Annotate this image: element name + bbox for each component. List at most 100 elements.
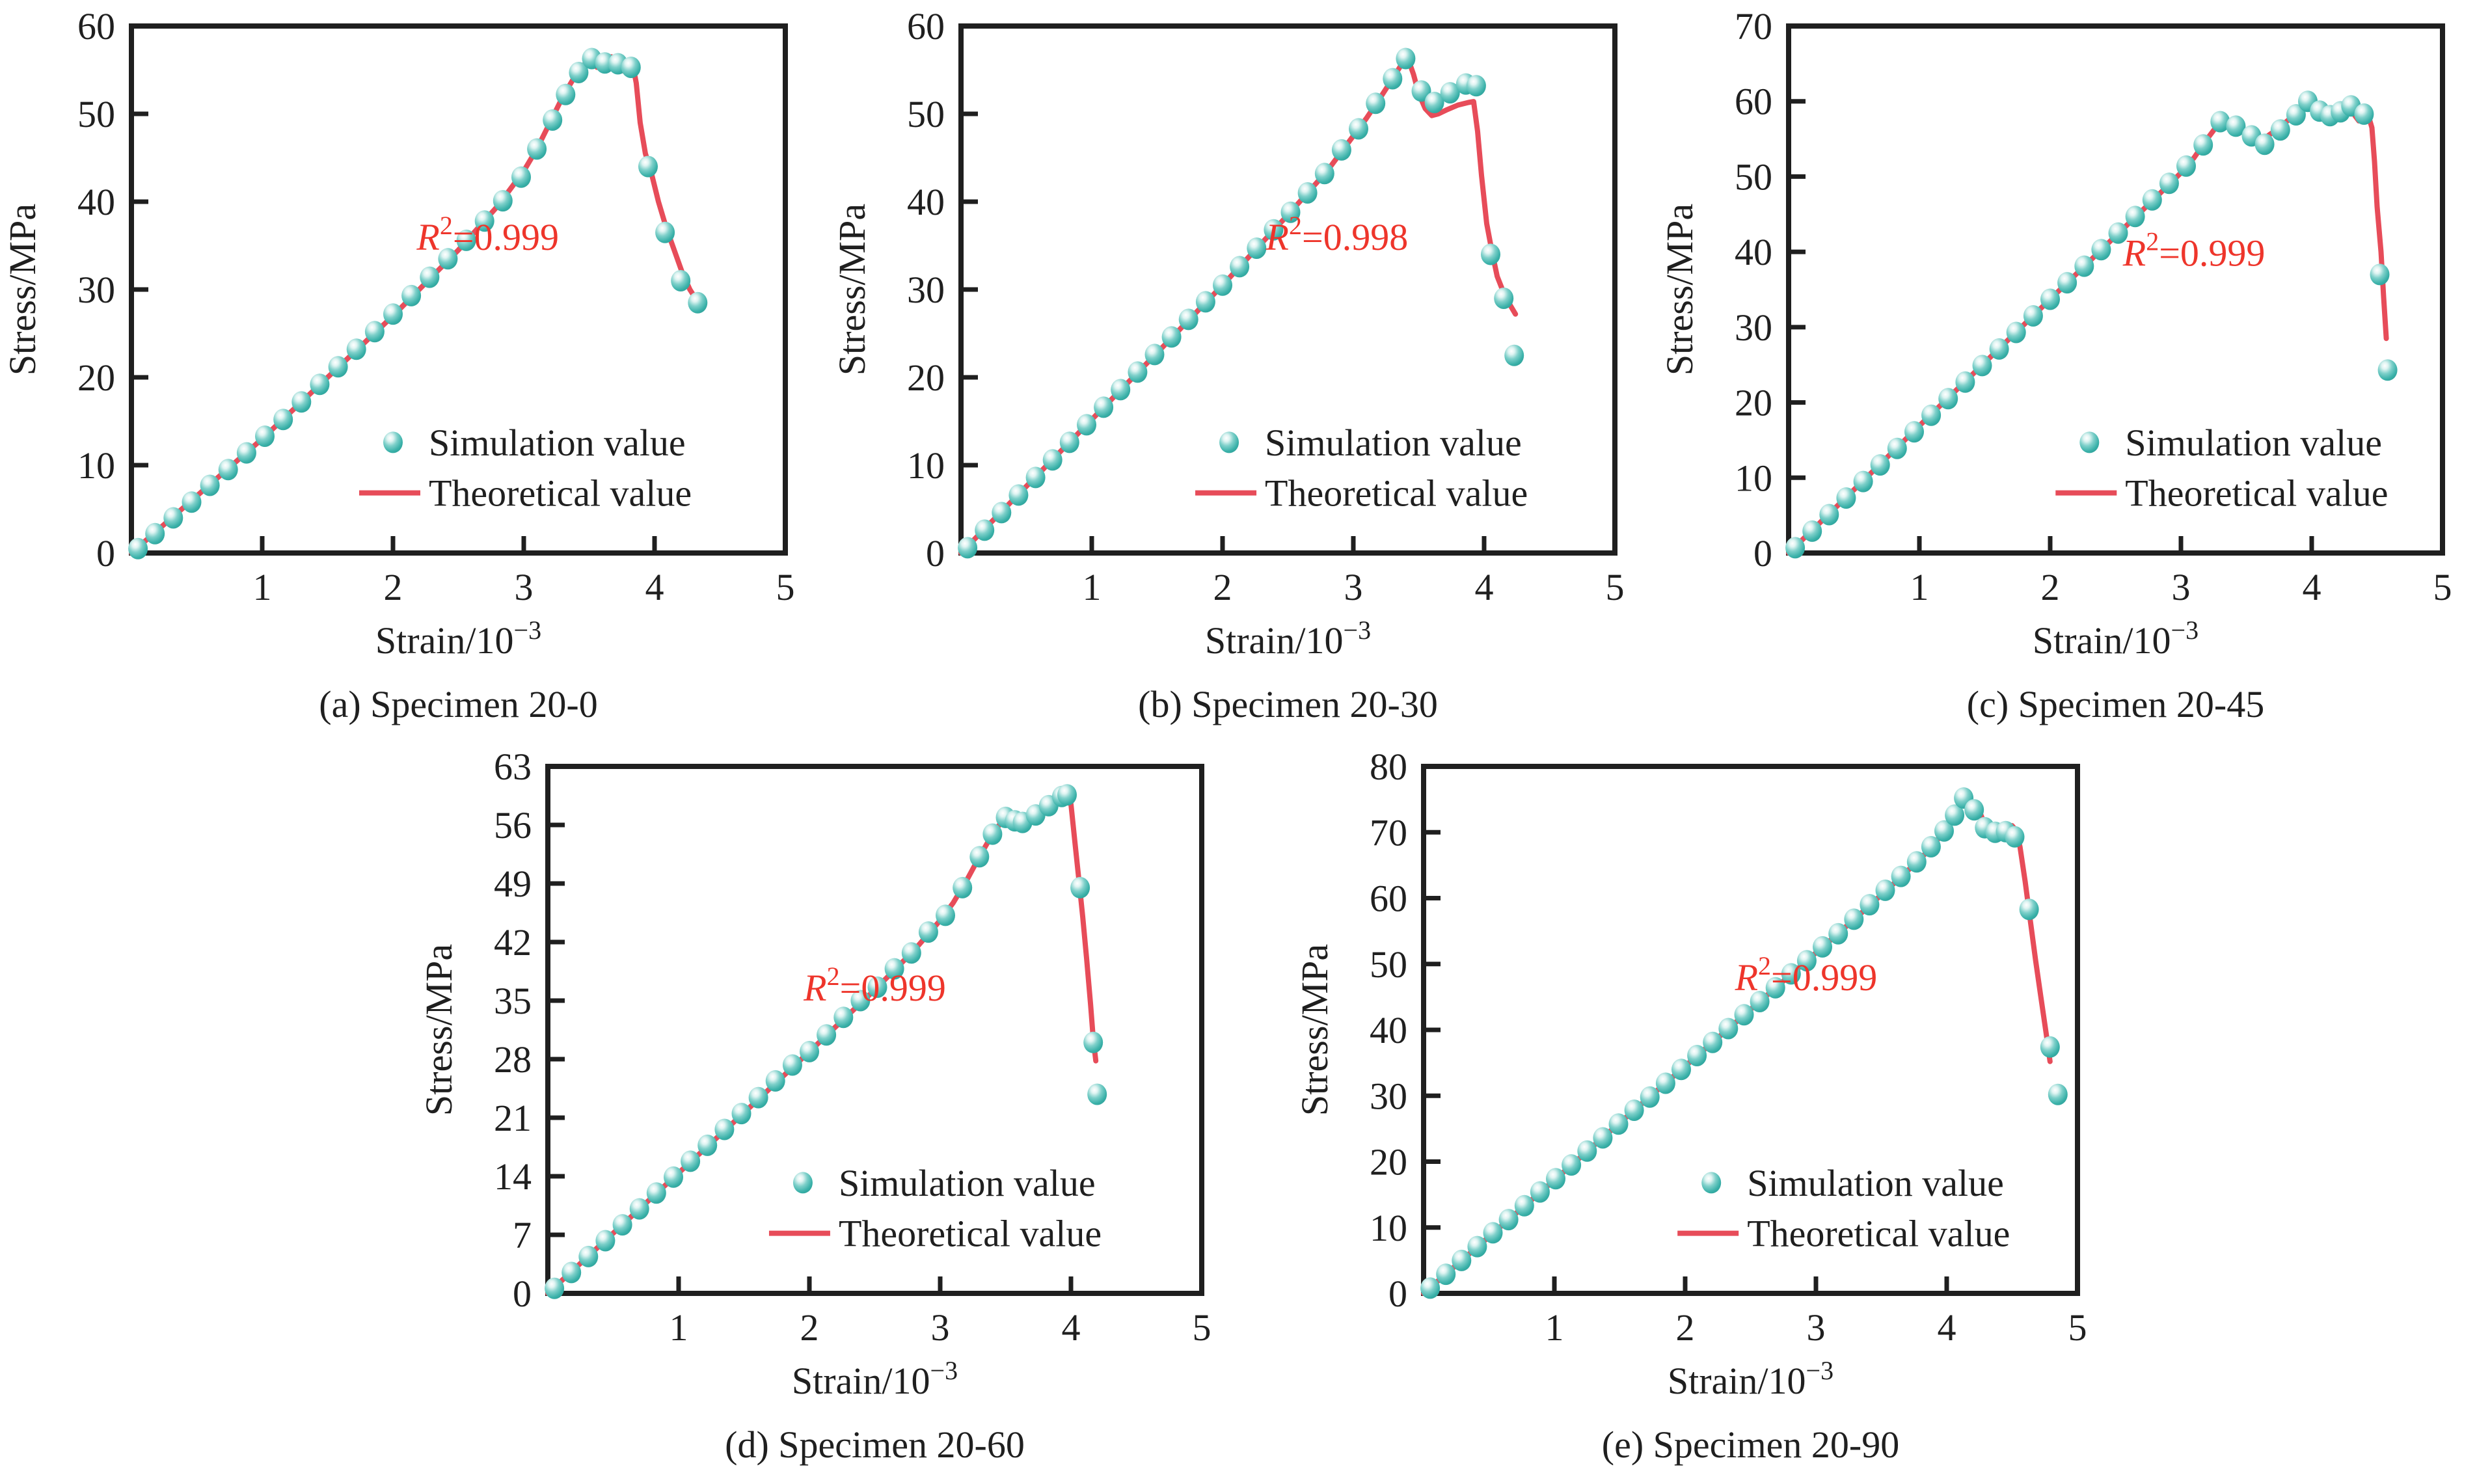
- chart-panel-a: 1 2 3 4 5 0 10 20 30 40 50 60 R2=0.999 Simulation val…: [1, 0, 828, 745]
- data-point: [1671, 1059, 1691, 1081]
- y-tick-label: 40: [77, 181, 115, 223]
- data-point: [1057, 784, 1077, 806]
- legend: Simulation value Theoretical value: [1195, 422, 1528, 515]
- data-point: [1452, 1249, 1472, 1271]
- data-point: [1703, 1031, 1723, 1053]
- simulation-points: [128, 47, 708, 560]
- y-tick-label: 30: [907, 269, 945, 311]
- data-point: [1624, 1100, 1644, 1121]
- data-point: [901, 942, 921, 964]
- data-point: [1213, 274, 1232, 296]
- data-point: [364, 321, 385, 343]
- data-point: [958, 537, 978, 559]
- plot-box: [1786, 23, 2445, 556]
- data-point: [2286, 104, 2306, 126]
- data-point: [456, 229, 476, 251]
- data-point: [1530, 1181, 1550, 1203]
- data-point: [1366, 92, 1386, 115]
- legend-simulation-label: Simulation value: [1747, 1162, 2004, 1204]
- chart-panel-b: 1 2 3 4 5 0 10 20 30 40 50 60 R2=0.998 Simulation val…: [831, 0, 1657, 745]
- y-tick-label: 0: [926, 532, 945, 574]
- data-point: [1396, 47, 1416, 70]
- data-point: [2226, 115, 2246, 137]
- x-tick-label: 5: [1193, 1306, 1211, 1349]
- data-point: [1853, 470, 1873, 492]
- data-point: [638, 155, 658, 178]
- data-point: [1161, 326, 1182, 348]
- plot-box: [545, 764, 1204, 1296]
- x-tick-label: 2: [800, 1306, 819, 1349]
- y-tick-label: 0: [1753, 532, 1772, 574]
- data-point: [2210, 111, 2230, 133]
- data-point: [1796, 950, 1817, 972]
- data-point: [1411, 80, 1431, 102]
- y-tick-label: 60: [907, 5, 945, 47]
- data-point: [714, 1118, 735, 1140]
- data-point: [1921, 836, 1941, 857]
- data-point: [1481, 243, 1500, 265]
- y-tick-label: 0: [1388, 1273, 1407, 1315]
- data-point: [1921, 404, 1942, 426]
- data-point: [664, 1166, 683, 1188]
- y-tick-label: 40: [1735, 231, 1772, 273]
- x-tick-label: 3: [931, 1306, 950, 1349]
- data-point: [1111, 379, 1131, 401]
- data-point: [1828, 923, 1848, 945]
- legend-theoretical-label: Theoretical value: [429, 472, 692, 515]
- legend-simulation-marker: [2079, 431, 2100, 453]
- data-point: [562, 1261, 582, 1284]
- y-tick-label: 50: [77, 93, 115, 135]
- data-point: [1087, 1083, 1107, 1105]
- y-tick-label: 70: [1735, 5, 1772, 47]
- data-point: [291, 391, 312, 413]
- data-point: [833, 1006, 854, 1029]
- data-point: [1494, 288, 1514, 309]
- data-point: [1945, 804, 1965, 826]
- y-tick-label: 63: [494, 746, 532, 788]
- data-point: [1781, 963, 1801, 985]
- data-point: [1687, 1045, 1707, 1066]
- data-point: [346, 338, 366, 360]
- y-axis-label: Stress/MPa: [831, 204, 873, 375]
- x-tick-label: 3: [1807, 1306, 1826, 1349]
- data-point: [1972, 355, 1992, 377]
- x-tick-label: 5: [2433, 566, 2452, 608]
- data-point: [128, 537, 148, 560]
- data-point: [867, 976, 887, 998]
- x-tick-label: 1: [253, 566, 272, 608]
- data-point: [2023, 305, 2043, 327]
- x-tick-label: 4: [645, 566, 664, 608]
- y-tick-label: 30: [77, 269, 115, 311]
- data-point: [401, 284, 422, 306]
- legend-simulation-marker: [792, 1172, 813, 1194]
- data-point: [1562, 1154, 1582, 1176]
- simulation-points: [1420, 787, 2068, 1299]
- y-tick-label: 10: [77, 444, 115, 487]
- data-point: [2019, 898, 2039, 921]
- data-point: [1887, 437, 1907, 459]
- data-point: [992, 502, 1012, 524]
- data-point: [310, 373, 330, 396]
- x-tick-label: 2: [1213, 566, 1232, 608]
- data-point: [1195, 291, 1215, 313]
- data-point: [621, 57, 641, 78]
- y-tick-label: 20: [907, 357, 945, 399]
- chart-panel-e: 1 2 3 4 5 0 10 20 30 40 50 60 70 80 R2=0.999 Simulation…: [1293, 740, 2120, 1484]
- data-point: [1514, 1194, 1534, 1217]
- caption: (d) Specimen 20-60: [725, 1423, 1025, 1466]
- y-tick-label: 60: [77, 5, 115, 47]
- y-tick-label: 21: [494, 1097, 532, 1139]
- data-point: [2142, 189, 2162, 211]
- data-point: [543, 109, 563, 131]
- data-point: [2193, 134, 2213, 156]
- y-tick-label: 50: [1735, 155, 1772, 198]
- data-point: [1498, 1209, 1519, 1231]
- x-tick-label: 1: [1545, 1306, 1564, 1349]
- data-point: [1128, 361, 1148, 383]
- data-point: [511, 166, 531, 188]
- data-point: [273, 409, 293, 431]
- data-point: [1008, 484, 1029, 506]
- data-point: [1483, 1222, 1503, 1244]
